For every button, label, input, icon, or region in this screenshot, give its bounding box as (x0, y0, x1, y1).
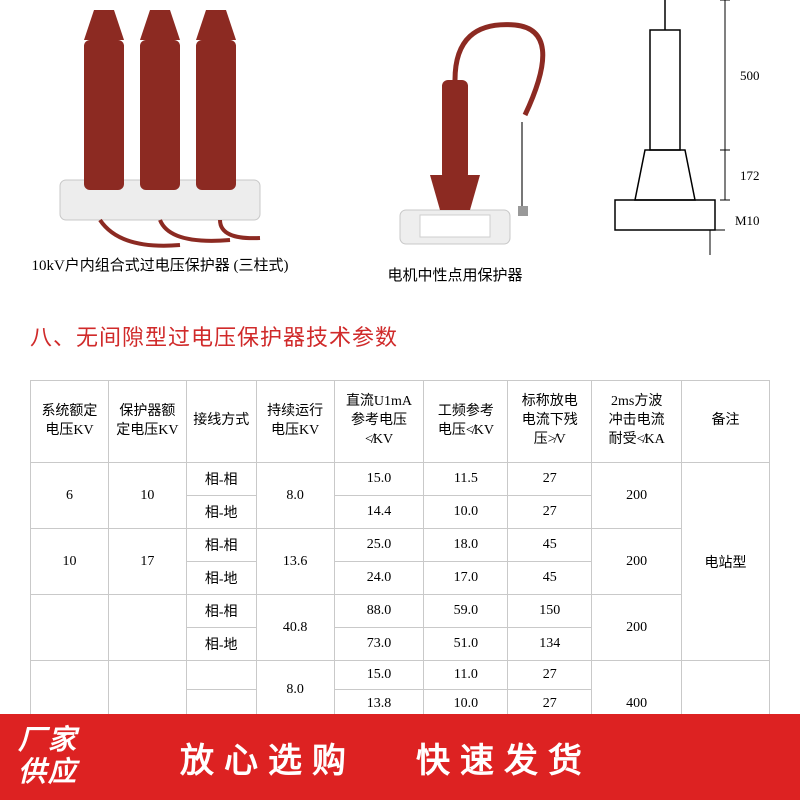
cell: 相-地 (186, 628, 256, 661)
cell: 27 (508, 496, 592, 529)
cell: 27 (508, 463, 592, 496)
cell: 27 (508, 661, 592, 690)
cell: 25.0 (334, 529, 424, 562)
table-row: 8.0 15.0 11.0 27 400 (31, 661, 770, 690)
banner-right: 放心选购 快速发货 (140, 733, 800, 782)
table-body: 6 10 相-相 8.0 15.0 11.5 27 200 电站型 相-地 14… (31, 463, 770, 748)
cell: 11.0 (424, 661, 508, 690)
cell: 相-地 (186, 496, 256, 529)
cell: 73.0 (334, 628, 424, 661)
th-remark: 备注 (682, 381, 770, 463)
cell: 8.0 (256, 661, 334, 719)
cell: 10.0 (424, 496, 508, 529)
th-cont-kv: 持续运行电压KV (256, 381, 334, 463)
cell: 24.0 (334, 562, 424, 595)
cell: 51.0 (424, 628, 508, 661)
cell: 13.6 (256, 529, 334, 595)
cell: 59.0 (424, 595, 508, 628)
cell: 相-相 (186, 463, 256, 496)
cell: 11.5 (424, 463, 508, 496)
cell: 相-地 (186, 562, 256, 595)
cell: 134 (508, 628, 592, 661)
cell: 10 (108, 463, 186, 529)
cell: 45 (508, 529, 592, 562)
cell: 15.0 (334, 661, 424, 690)
product-left: 10kV户内组合式过电压保护器 (三柱式) (30, 0, 290, 275)
cell: 200 (592, 529, 682, 595)
th-rated-kv: 保护器额定电压KV (108, 381, 186, 463)
cell (186, 661, 256, 690)
product-mid-caption: 电机中性点用保护器 (350, 264, 560, 285)
cell (31, 595, 109, 661)
th-mode: 接线方式 (186, 381, 256, 463)
dim-500: 500 (740, 68, 760, 83)
cell (108, 595, 186, 661)
th-res: 标称放电电流下残压≯V (508, 381, 592, 463)
product-left-caption: 10kV户内组合式过电压保护器 (三柱式) (30, 254, 290, 275)
cell: 88.0 (334, 595, 424, 628)
cell: 17.0 (424, 562, 508, 595)
banner-left-line2: 供应 (18, 757, 140, 789)
banner-right-b: 快速发货 (416, 743, 592, 780)
page: 10kV户内组合式过电压保护器 (三柱式) 电机中性点用保护器 (0, 0, 800, 800)
cell: 18.0 (424, 529, 508, 562)
cell: 150 (508, 595, 592, 628)
cell: 相-相 (186, 595, 256, 628)
table-header-row: 系统额定电压KV 保护器额定电压KV 接线方式 持续运行电压KV 直流U1mA参… (31, 381, 770, 463)
cell: 17 (108, 529, 186, 595)
th-sys-kv: 系统额定电压KV (31, 381, 109, 463)
dim-172: 172 (740, 168, 760, 183)
cell: 8.0 (256, 463, 334, 529)
table-row: 6 10 相-相 8.0 15.0 11.5 27 200 电站型 (31, 463, 770, 496)
table-row: 10 17 相-相 13.6 25.0 18.0 45 200 (31, 529, 770, 562)
dim-m10: M10 (735, 213, 760, 228)
th-wave: 2ms方波冲击电流耐受≮KA (592, 381, 682, 463)
cell: 40.8 (256, 595, 334, 661)
cell: 14.4 (334, 496, 424, 529)
table-row: 相-相 40.8 88.0 59.0 150 200 (31, 595, 770, 628)
section-title: 八、无间隙型过电压保护器技术参数 (30, 320, 398, 352)
spec-table: 系统额定电压KV 保护器额定电压KV 接线方式 持续运行电压KV 直流U1mA参… (30, 380, 770, 748)
banner-left-line1: 厂家 (18, 725, 140, 757)
cell-remark: 电站型 (682, 463, 770, 661)
cell: 45 (508, 562, 592, 595)
cell: 15.0 (334, 463, 424, 496)
banner-left: 厂家 供应 (0, 725, 140, 789)
cell: 6 (31, 463, 109, 529)
product-mid: 电机中性点用保护器 (350, 10, 560, 285)
promo-banner: 厂家 供应 放心选购 快速发货 (0, 714, 800, 800)
triple-arrester-illustration (40, 0, 280, 250)
th-dc: 直流U1mA参考电压≮KV (334, 381, 424, 463)
product-gallery: 10kV户内组合式过电压保护器 (三柱式) 电机中性点用保护器 (0, 0, 800, 310)
dimension-drawing: 500 172 M10 (595, 0, 785, 280)
cell: 相-相 (186, 529, 256, 562)
cell: 200 (592, 595, 682, 661)
th-pf: 工频参考电压≮KV (424, 381, 508, 463)
banner-right-a: 放心选购 (180, 743, 356, 780)
cell: 200 (592, 463, 682, 529)
product-right: 500 172 M10 (590, 0, 790, 280)
cell: 10 (31, 529, 109, 595)
motor-neutral-protector-illustration (360, 10, 550, 260)
